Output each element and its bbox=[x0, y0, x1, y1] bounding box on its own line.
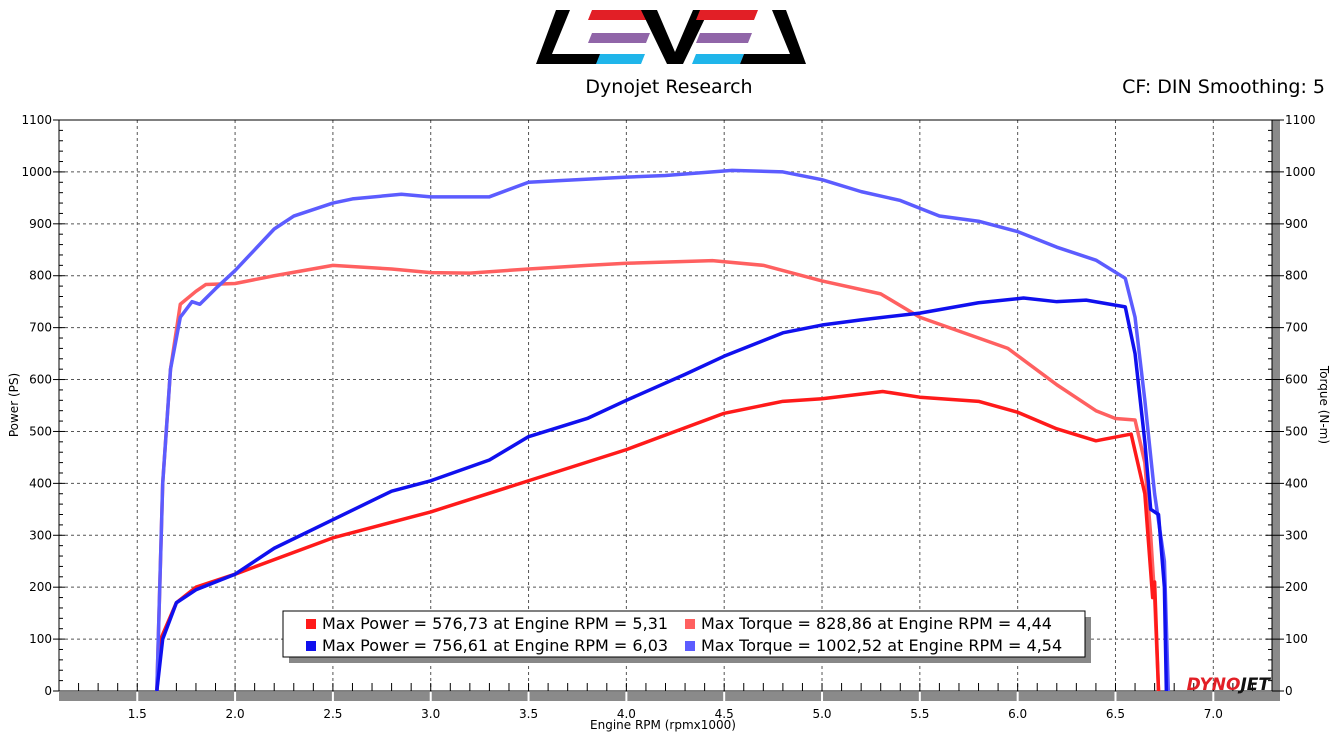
x-tick-label: 2.0 bbox=[226, 707, 245, 721]
y2-tick-label: 800 bbox=[1285, 269, 1308, 283]
series-lines bbox=[155, 168, 1171, 692]
x-tick-label: 3.5 bbox=[519, 707, 538, 721]
y2-tick-label: 1000 bbox=[1285, 165, 1316, 179]
dynojet-watermark: DYNOJET bbox=[1187, 675, 1272, 695]
legend-swatch bbox=[685, 619, 695, 629]
x-tick-label: 4.0 bbox=[617, 707, 636, 721]
y-tick-label: 300 bbox=[29, 528, 52, 542]
y2-tick-label: 100 bbox=[1285, 632, 1308, 646]
series-line-3 bbox=[155, 168, 1171, 692]
x-tick-label: 3.0 bbox=[421, 707, 440, 721]
x-tick-label: 7.0 bbox=[1204, 707, 1223, 721]
legend: Max Power = 576,73 at Engine RPM = 5,31 M… bbox=[282, 610, 1091, 663]
x-tick-label: 6.5 bbox=[1106, 707, 1125, 721]
y2-tick-label: 200 bbox=[1285, 580, 1308, 594]
y-tick-label: 1100 bbox=[21, 113, 52, 127]
y2-tick-label: 300 bbox=[1285, 528, 1308, 542]
legend-swatch bbox=[685, 641, 695, 651]
x-tick-label: 6.0 bbox=[1008, 707, 1027, 721]
y-tick-label: 500 bbox=[29, 424, 52, 438]
series-line-2 bbox=[155, 296, 1169, 692]
x-tick-label: 5.0 bbox=[812, 707, 831, 721]
y-tick-label: 600 bbox=[29, 373, 52, 387]
y-tick-label: 400 bbox=[29, 476, 52, 490]
y-axis-label: Power (PS) bbox=[7, 373, 21, 437]
y-tick-label: 700 bbox=[29, 321, 52, 335]
x-tick-label: 1.5 bbox=[128, 707, 147, 721]
y2-tick-label: 1100 bbox=[1285, 113, 1316, 127]
legend-entry: Max Power = 576,73 at Engine RPM = 5,31 bbox=[322, 614, 668, 633]
y-tick-label: 200 bbox=[29, 580, 52, 594]
y-tick-label: 0 bbox=[44, 684, 52, 698]
settings-label: CF: DIN Smoothing: 5 bbox=[1122, 76, 1325, 98]
level-logo bbox=[536, 10, 806, 64]
legend-entry: Max Power = 756,61 at Engine RPM = 6,03 bbox=[322, 636, 668, 655]
y2-tick-label: 600 bbox=[1285, 373, 1308, 387]
y2-tick-label: 0 bbox=[1285, 684, 1293, 698]
y-tick-label: 100 bbox=[29, 632, 52, 646]
x-tick-label: 4.5 bbox=[715, 707, 734, 721]
legend-swatch bbox=[306, 619, 316, 629]
x-axis-strip bbox=[59, 692, 1272, 701]
y2-axis-strip bbox=[1272, 120, 1280, 701]
axes: 1.5 2.0 2.5 3.0 3.5 4.0 4.5 5.0 5.5 6.0 6.5 7.0 0 0 10… bbox=[21, 113, 1315, 721]
legend-entry: Max Torque = 828,86 at Engine RPM = 4,44 bbox=[701, 614, 1052, 633]
grid bbox=[59, 120, 1272, 691]
series-line-1 bbox=[155, 258, 1161, 692]
y2-tick-label: 900 bbox=[1285, 217, 1308, 231]
subtitle: Dynojet Research bbox=[585, 76, 752, 98]
x-tick-label: 2.5 bbox=[323, 707, 342, 721]
x-tick-label: 5.5 bbox=[910, 707, 929, 721]
legend-swatch bbox=[306, 641, 316, 651]
y2-tick-label: 700 bbox=[1285, 321, 1308, 335]
legend-entry: Max Torque = 1002,52 at Engine RPM = 4,5… bbox=[701, 636, 1062, 655]
y-tick-label: 800 bbox=[29, 269, 52, 283]
y2-tick-label: 500 bbox=[1285, 424, 1308, 438]
x-axis-label: Engine RPM (rpmx1000) bbox=[590, 718, 736, 732]
y-tick-label: 900 bbox=[29, 217, 52, 231]
y2-axis-label: Torque (N-m) bbox=[1317, 365, 1331, 444]
y2-tick-label: 400 bbox=[1285, 476, 1308, 490]
y-tick-label: 1000 bbox=[21, 165, 52, 179]
